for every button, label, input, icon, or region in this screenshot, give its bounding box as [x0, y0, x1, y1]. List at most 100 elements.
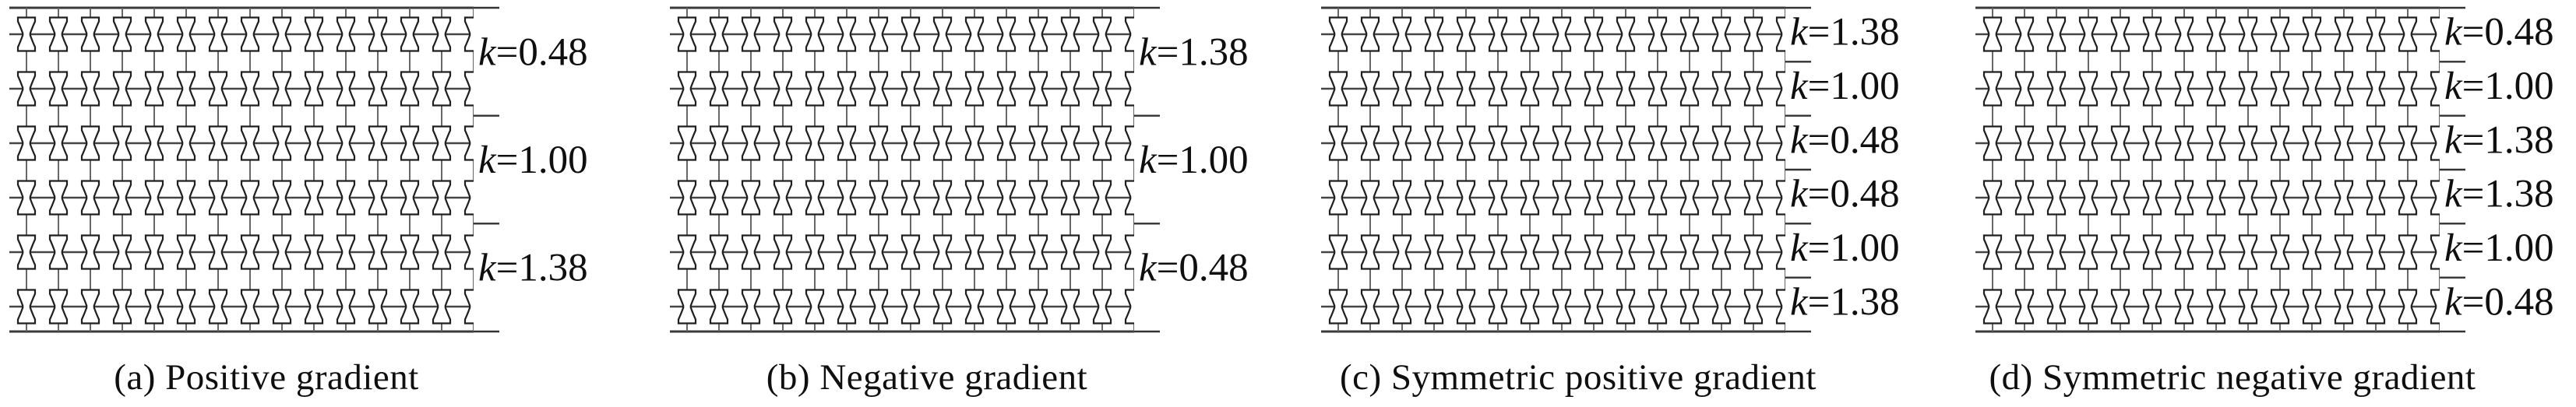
bowtie-cell: [964, 71, 985, 107]
bowtie-cell: [1424, 234, 1444, 270]
bowtie-cell: [2302, 125, 2322, 161]
bowtie-cell: [80, 16, 100, 52]
bowtie-cell: [432, 180, 452, 216]
bowtie-cell: [900, 71, 921, 107]
bowtie-cell: [900, 16, 921, 52]
bowtie-cell: [2398, 234, 2418, 270]
k-label: k=1.38: [478, 247, 588, 290]
bowtie-cell: [677, 180, 697, 216]
bowtie-cell: [2206, 16, 2226, 52]
bowtie-cell: [2206, 289, 2226, 325]
bowtie-cell: [1488, 289, 1508, 325]
k-label: k=1.38: [2444, 173, 2554, 216]
bowtie-cell: [900, 234, 921, 270]
bowtie-cell: [1520, 125, 1540, 161]
bowtie-cell: [709, 16, 729, 52]
bowtie-cell: [837, 180, 857, 216]
bowtie-cell: [2334, 71, 2354, 107]
bowtie-cell: [2142, 234, 2162, 270]
bowtie-cell: [1424, 125, 1444, 161]
bowtie-cell: [144, 16, 164, 52]
bowtie-cell: [2142, 289, 2162, 325]
bowtie-cell: [964, 180, 985, 216]
bowtie-cell: [2046, 289, 2067, 325]
bowtie-cell: [869, 180, 889, 216]
bowtie-cell: [112, 289, 132, 325]
bowtie-cell: [2078, 71, 2099, 107]
bowtie-cell: [1392, 125, 1412, 161]
k-label: k=0.48: [1790, 173, 1900, 216]
bowtie-cell: [368, 125, 388, 161]
bowtie-cell: [1982, 71, 2003, 107]
bowtie-cell: [240, 289, 260, 325]
bowtie-cell: [48, 234, 69, 270]
bowtie-cell: [272, 289, 292, 325]
bowtie-cell: [1124, 125, 1134, 161]
bowtie-cell: [1360, 180, 1380, 216]
bowtie-cell: [1060, 125, 1080, 161]
bowtie-cell: [1584, 71, 1604, 107]
k-label: k=1.38: [1790, 11, 1900, 54]
lattice-cells-c: [1321, 6, 1785, 333]
bowtie-cell: [709, 125, 729, 161]
bowtie-cell: [773, 234, 793, 270]
bowtie-cell: [112, 71, 132, 107]
bowtie-cell: [400, 16, 420, 52]
bowtie-cell: [1028, 180, 1048, 216]
bowtie-cell: [2366, 125, 2386, 161]
bowtie-cell: [1488, 16, 1508, 52]
bowtie-cell: [1584, 289, 1604, 325]
bowtie-cell: [709, 71, 729, 107]
bowtie-cell: [1028, 289, 1048, 325]
bowtie-cell: [677, 234, 697, 270]
bowtie-cell: [1060, 16, 1080, 52]
bowtie-cell: [2014, 180, 2035, 216]
bowtie-cell: [2206, 234, 2226, 270]
bowtie-cell: [2366, 234, 2386, 270]
bowtie-cell: [1424, 71, 1444, 107]
bowtie-cell: [144, 234, 164, 270]
bowtie-cell: [463, 180, 474, 216]
k-label: k=1.00: [1790, 65, 1900, 108]
bowtie-cell: [2430, 289, 2440, 325]
k-label: k=1.00: [1139, 139, 1249, 182]
bowtie-cell: [16, 180, 37, 216]
bowtie-cell: [1456, 180, 1476, 216]
bowtie-cell: [400, 180, 420, 216]
bowtie-cell: [1124, 180, 1134, 216]
bowtie-cell: [1392, 71, 1412, 107]
lattice-drawing-b: k=1.38 k=1.00 k=0.48: [670, 6, 1249, 333]
bowtie-cell: [304, 71, 324, 107]
bowtie-cell: [1982, 234, 2003, 270]
bowtie-cell: [1092, 180, 1112, 216]
bowtie-cell: [368, 289, 388, 325]
bowtie-cell: [1647, 16, 1668, 52]
bowtie-cell: [2110, 289, 2130, 325]
bowtie-cell: [1060, 71, 1080, 107]
bowtie-cell: [805, 180, 825, 216]
bowtie-cell: [1124, 71, 1134, 107]
bowtie-cell: [336, 289, 356, 325]
bowtie-cell: [805, 234, 825, 270]
bowtie-cell: [1982, 289, 2003, 325]
bowtie-cell: [2046, 180, 2067, 216]
bowtie-cell: [112, 16, 132, 52]
bowtie-cell: [1060, 180, 1080, 216]
bowtie-cell: [2110, 125, 2130, 161]
bowtie-cell: [1488, 71, 1508, 107]
bowtie-cell: [1028, 16, 1048, 52]
bowtie-cell: [240, 71, 260, 107]
bowtie-cell: [432, 289, 452, 325]
bowtie-cell: [1092, 125, 1112, 161]
bowtie-cell: [16, 234, 37, 270]
bowtie-cell: [1520, 71, 1540, 107]
bowtie-cell: [1679, 71, 1700, 107]
bowtie-cell: [2398, 180, 2418, 216]
bowtie-cell: [805, 71, 825, 107]
bowtie-cell: [1328, 16, 1348, 52]
bowtie-cell: [1743, 289, 1764, 325]
bowtie-cell: [80, 234, 100, 270]
bowtie-cell: [1775, 180, 1785, 216]
bowtie-cell: [1552, 234, 1572, 270]
bowtie-cell: [932, 180, 953, 216]
